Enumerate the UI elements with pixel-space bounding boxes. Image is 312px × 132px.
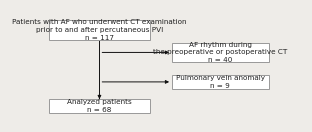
Text: Pulmonary vein anomaly
n = 9: Pulmonary vein anomaly n = 9 (176, 75, 265, 89)
FancyBboxPatch shape (49, 20, 150, 40)
Text: AF rhythm during
the preoperative or postoperative CT
n = 40: AF rhythm during the preoperative or pos… (153, 42, 287, 63)
Text: Analyzed patients
n = 68: Analyzed patients n = 68 (67, 99, 132, 113)
FancyBboxPatch shape (172, 43, 269, 62)
FancyBboxPatch shape (172, 75, 269, 89)
FancyBboxPatch shape (49, 99, 150, 113)
Text: Patients with AF who underwent CT examination
prior to and after percutaneous PV: Patients with AF who underwent CT examin… (12, 19, 187, 41)
